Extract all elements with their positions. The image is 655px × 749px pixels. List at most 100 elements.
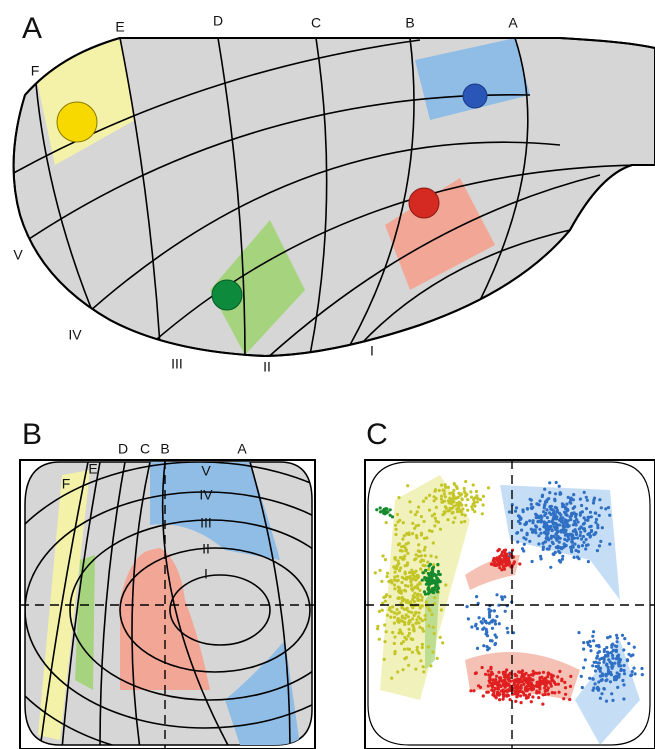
dot (414, 570, 417, 573)
dot (414, 668, 417, 671)
dot (425, 601, 428, 604)
dot (627, 642, 630, 645)
dot (453, 516, 456, 519)
dot (389, 508, 392, 511)
dot (401, 596, 404, 599)
dot (525, 697, 528, 700)
dot (408, 632, 411, 635)
dot (379, 569, 382, 572)
dot (482, 694, 485, 697)
dot (547, 548, 550, 551)
dot (419, 560, 422, 563)
dot (572, 523, 575, 526)
dot (436, 563, 439, 566)
dot (550, 525, 553, 528)
dot (623, 664, 626, 667)
dot (432, 591, 435, 594)
dot (558, 493, 561, 496)
dot (491, 627, 494, 630)
dot (540, 516, 543, 519)
dot (528, 540, 531, 543)
dot (404, 617, 407, 620)
dot (454, 497, 457, 500)
dot (610, 662, 613, 665)
dot (519, 517, 522, 520)
dot (559, 516, 562, 519)
dot (503, 568, 506, 571)
dot (405, 542, 408, 545)
dot (413, 592, 416, 595)
dot (507, 556, 510, 559)
dot (632, 667, 635, 670)
dot (548, 511, 551, 514)
dot (505, 695, 508, 698)
dot (435, 506, 438, 509)
dot (417, 543, 420, 546)
dot (388, 595, 391, 598)
column-label: B (160, 441, 169, 457)
dot (409, 510, 412, 513)
dot (491, 639, 494, 642)
dot (622, 697, 625, 700)
dot (561, 502, 564, 505)
dot (384, 558, 387, 561)
dot (495, 681, 498, 684)
dot (384, 600, 387, 603)
panel-label: A (22, 12, 42, 45)
dot (518, 562, 521, 565)
dot (411, 624, 414, 627)
dot (475, 490, 478, 493)
dot (418, 581, 421, 584)
dot (583, 491, 586, 494)
dot (410, 611, 413, 614)
dot (431, 514, 434, 517)
dot (429, 664, 432, 667)
dot (479, 498, 482, 501)
dot (514, 510, 517, 513)
dot (582, 523, 585, 526)
column-label: B (405, 15, 414, 31)
dot (439, 528, 442, 531)
dot (398, 542, 401, 545)
dot (495, 696, 498, 699)
dot (417, 506, 420, 509)
row-label: IV (68, 327, 82, 343)
dot (574, 530, 577, 533)
dot (492, 558, 495, 561)
dot (588, 525, 591, 528)
dot (556, 526, 559, 529)
dot (504, 556, 507, 559)
dot (616, 686, 619, 689)
dot (487, 608, 490, 611)
dot (524, 523, 527, 526)
dot (514, 692, 517, 695)
dot (594, 521, 597, 524)
dot (400, 545, 403, 548)
dot (569, 675, 572, 678)
dot (573, 556, 576, 559)
dot (492, 679, 495, 682)
dot (610, 692, 613, 695)
panel-label: B (22, 418, 42, 451)
dot (381, 554, 384, 557)
dot (427, 624, 430, 627)
dot (570, 540, 573, 543)
dot (378, 638, 381, 641)
dot (597, 680, 600, 683)
dot (538, 671, 541, 674)
dot (497, 688, 500, 691)
column-label: D (213, 13, 223, 29)
dot (395, 528, 398, 531)
dot (464, 514, 467, 517)
dot (548, 545, 551, 548)
dot (571, 544, 574, 547)
dot (573, 543, 576, 546)
dot (388, 608, 391, 611)
dot (406, 647, 409, 650)
dot (389, 616, 392, 619)
dot (564, 511, 567, 514)
dot (452, 489, 455, 492)
dot (530, 499, 533, 502)
dot (530, 503, 533, 506)
dot (431, 571, 434, 574)
